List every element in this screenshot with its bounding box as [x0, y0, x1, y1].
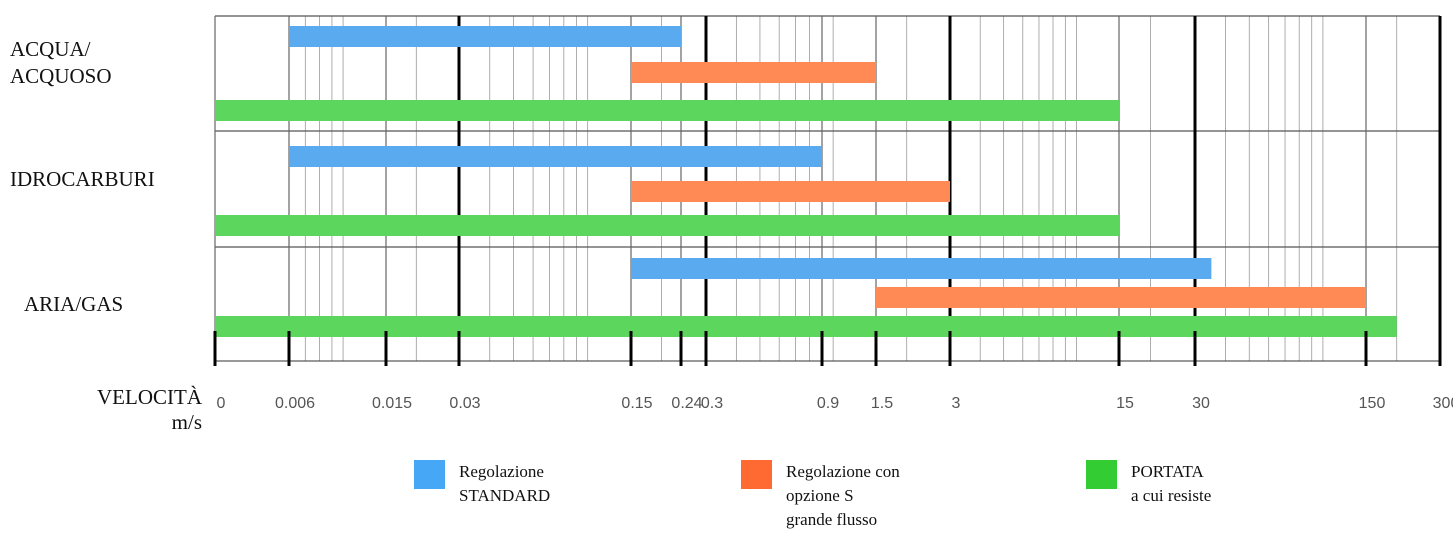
- x-tick-label: 0.03: [449, 395, 480, 412]
- category-label-aria-gas: ARIA/GAS: [24, 291, 123, 318]
- range-bar-s0-c1: [289, 146, 822, 167]
- range-bar-s1-c2: [876, 287, 1366, 308]
- category-label-acqua: ACQUA/ ACQUOSO: [10, 36, 112, 90]
- legend-swatch-green: [1086, 460, 1117, 489]
- x-tick-label: 3: [952, 395, 961, 412]
- legend-item-portata: PORTATA a cui resiste: [1086, 460, 1211, 508]
- range-bar-s2-c0: [215, 100, 1119, 121]
- x-tick-label: 15: [1116, 395, 1134, 412]
- range-bar-s1-c0: [631, 62, 876, 83]
- range-bar-s0-c2: [631, 258, 1211, 279]
- x-tick-label: 0.9: [817, 395, 839, 412]
- legend-label-portata: PORTATA a cui resiste: [1131, 460, 1211, 508]
- x-tick-label: 0.3: [701, 395, 723, 412]
- legend-swatch-orange: [741, 460, 772, 489]
- legend-item-standard: Regolazione STANDARD: [414, 460, 550, 508]
- x-tick-label: 0: [217, 395, 226, 412]
- range-bar-s1-c1: [631, 181, 950, 202]
- range-bar-s2-c2: [215, 316, 1397, 337]
- legend-label-standard: Regolazione STANDARD: [459, 460, 550, 508]
- x-tick-label: 0.15: [621, 395, 652, 412]
- x-tick-label: 30: [1192, 395, 1210, 412]
- x-axis-title: VELOCITÀ m/s: [60, 385, 202, 435]
- x-tick-label: 150: [1359, 395, 1386, 412]
- x-tick-label: 0.006: [275, 395, 315, 412]
- x-tick-label: 300: [1433, 395, 1453, 412]
- x-tick-label: 0.24: [671, 395, 702, 412]
- x-tick-label: 0.015: [372, 395, 412, 412]
- legend-swatch-blue: [414, 460, 445, 489]
- range-bar-s2-c1: [215, 215, 1119, 236]
- range-bar-s0-c0: [289, 26, 681, 47]
- legend-label-opzione-s: Regolazione con opzione S grande flusso: [786, 460, 900, 532]
- x-tick-label: 1.5: [871, 395, 893, 412]
- category-label-idrocarburi: IDROCARBURI: [10, 166, 155, 193]
- legend-item-opzione-s: Regolazione con opzione S grande flusso: [741, 460, 900, 532]
